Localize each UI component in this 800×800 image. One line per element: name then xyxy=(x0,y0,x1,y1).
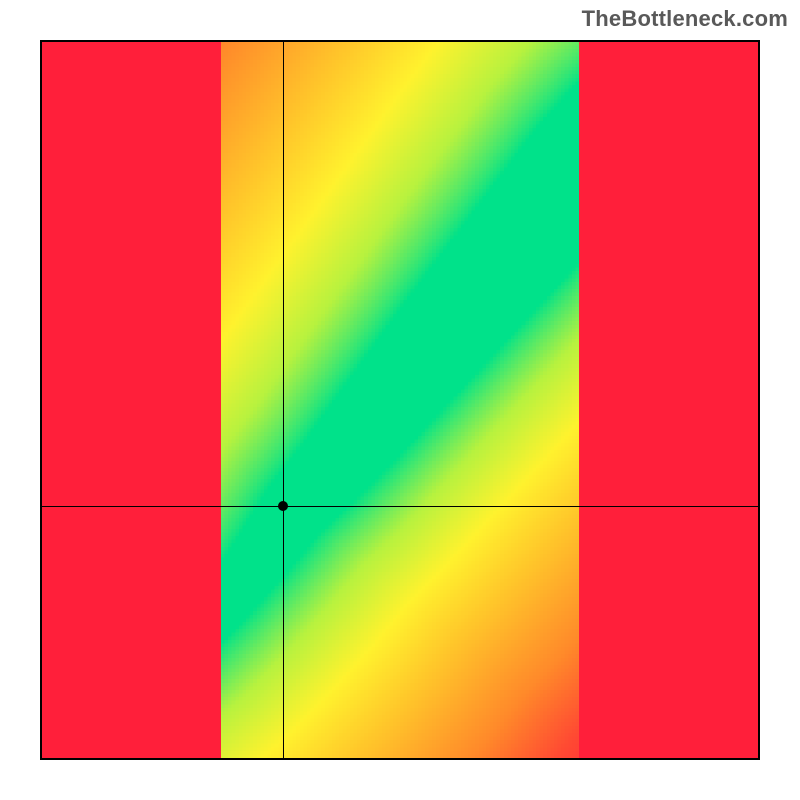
plot-area xyxy=(40,40,760,760)
watermark: TheBottleneck.com xyxy=(582,6,788,32)
heatmap-canvas xyxy=(42,42,758,758)
marker-dot xyxy=(278,501,288,511)
crosshair-vertical xyxy=(283,42,284,758)
figure-root: { "watermark": { "text": "TheBottleneck.… xyxy=(0,0,800,800)
crosshair-horizontal xyxy=(42,506,758,507)
